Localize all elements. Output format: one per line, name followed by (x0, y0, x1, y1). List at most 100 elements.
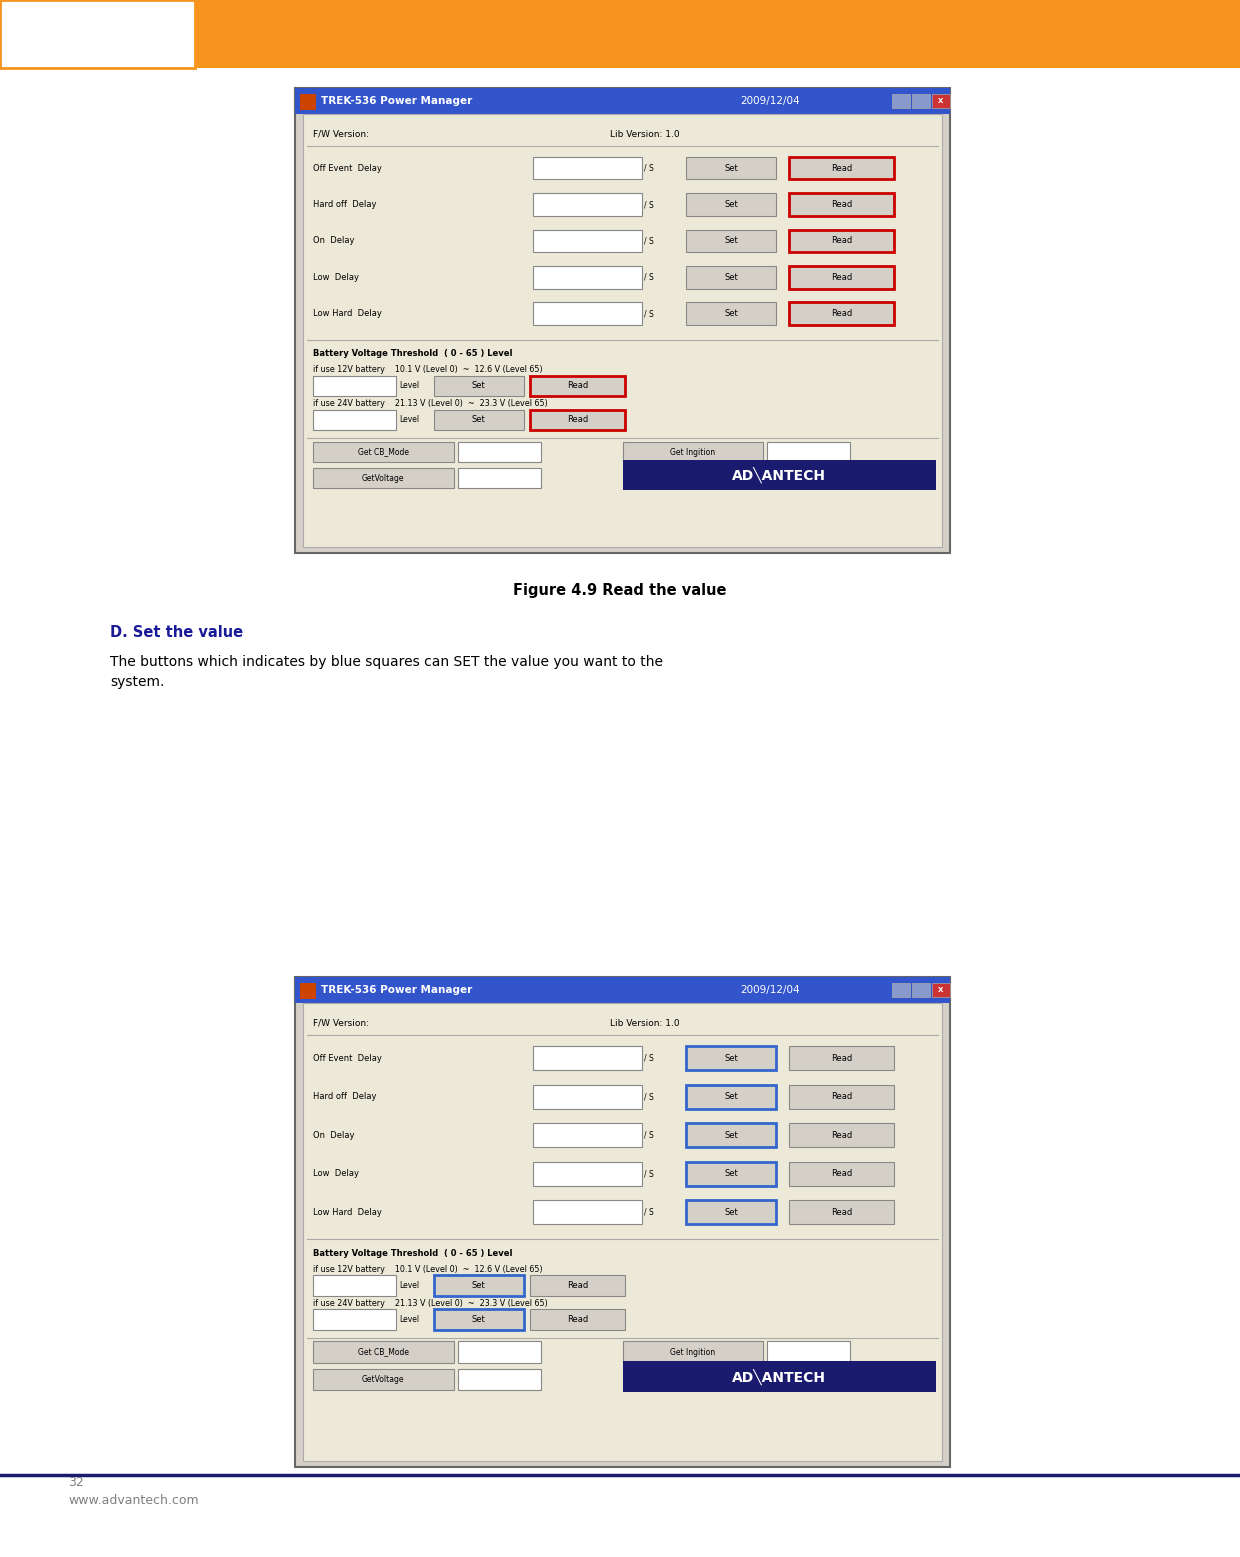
Bar (687, 229, 776, 252)
Bar (687, 1085, 776, 1109)
Bar (789, 266, 894, 288)
Text: 2009/12/04: 2009/12/04 (740, 986, 800, 995)
Text: / S: / S (644, 199, 653, 209)
Text: 32: 32 (68, 1476, 84, 1488)
Text: Set: Set (724, 1169, 738, 1179)
Text: Level: Level (399, 1281, 419, 1289)
Text: Set: Set (724, 1091, 738, 1101)
Bar (789, 229, 894, 252)
Text: Set: Set (724, 310, 738, 318)
Text: Hard off  Delay: Hard off Delay (312, 1091, 377, 1101)
Bar (911, 982, 930, 996)
Text: Read: Read (831, 1054, 852, 1063)
Text: Low Hard  Delay: Low Hard Delay (312, 1208, 382, 1216)
Bar (533, 193, 641, 216)
Text: if use 24V battery    21.13 V (Level 0)  ~  23.3 V (Level 65): if use 24V battery 21.13 V (Level 0) ~ 2… (312, 399, 548, 408)
Text: Read: Read (567, 1314, 588, 1323)
Text: Battery Voltage Threshold  ( 0 - 65 ) Level: Battery Voltage Threshold ( 0 - 65 ) Lev… (312, 1249, 512, 1258)
Bar (295, 89, 950, 553)
Bar (300, 982, 316, 1000)
Bar (434, 409, 523, 430)
Bar (622, 1342, 763, 1362)
Bar (312, 1369, 454, 1390)
Bar (295, 89, 950, 114)
Text: Set: Set (724, 1130, 738, 1140)
Text: Read: Read (831, 199, 852, 209)
Text: AD╲ANTECH: AD╲ANTECH (733, 1369, 826, 1384)
Bar (533, 302, 641, 325)
Text: / S: / S (644, 237, 653, 246)
Bar (295, 976, 950, 1467)
Text: Low  Delay: Low Delay (312, 1169, 360, 1179)
Text: / S: / S (644, 1169, 653, 1179)
Text: if use 12V battery    10.1 V (Level 0)  ~  12.6 V (Level 65): if use 12V battery 10.1 V (Level 0) ~ 12… (312, 1264, 543, 1274)
Bar (533, 1123, 641, 1148)
Text: Level: Level (399, 416, 419, 425)
Text: Read: Read (567, 1281, 588, 1289)
Bar (789, 1123, 894, 1148)
Text: Get CB_Mode: Get CB_Mode (358, 447, 409, 456)
Bar (687, 157, 776, 179)
Text: Get CB_Mode: Get CB_Mode (358, 1348, 409, 1356)
Text: Lib Version: 1.0: Lib Version: 1.0 (610, 129, 680, 139)
Bar (622, 1361, 936, 1392)
Bar (312, 1275, 396, 1295)
Text: Hard off  Delay: Hard off Delay (312, 199, 377, 209)
Bar (458, 1342, 541, 1362)
Text: / S: / S (644, 1054, 653, 1063)
Bar (687, 193, 776, 216)
Bar (911, 93, 930, 107)
Bar (932, 982, 950, 996)
Bar (533, 157, 641, 179)
Bar (295, 976, 950, 1003)
Bar (458, 469, 541, 489)
Bar (687, 1046, 776, 1070)
Text: X: X (939, 98, 944, 104)
Bar (687, 1162, 776, 1185)
Bar (789, 157, 894, 179)
Text: Low  Delay: Low Delay (312, 272, 360, 282)
Bar (0, 0, 1240, 69)
Text: Read: Read (831, 310, 852, 318)
Bar (434, 1275, 523, 1295)
Text: Set: Set (724, 163, 738, 173)
Bar (529, 375, 625, 395)
Bar (789, 1200, 894, 1224)
Text: Set: Set (472, 1281, 486, 1289)
Text: Read: Read (831, 1169, 852, 1179)
Bar (892, 93, 910, 107)
Bar (312, 469, 454, 489)
Text: Set: Set (472, 416, 486, 425)
Text: Level: Level (399, 381, 419, 391)
Bar (687, 302, 776, 325)
Text: Read: Read (831, 1091, 852, 1101)
Text: Get Ingition: Get Ingition (671, 447, 715, 456)
Text: Off Event  Delay: Off Event Delay (312, 1054, 382, 1063)
Text: Set: Set (472, 381, 486, 391)
Bar (300, 93, 316, 111)
Text: GetVoltage: GetVoltage (362, 1375, 404, 1384)
Text: Set: Set (472, 1314, 486, 1323)
Bar (932, 93, 950, 107)
Bar (458, 442, 541, 462)
Bar (687, 1200, 776, 1224)
Text: 2009/12/04: 2009/12/04 (740, 97, 800, 106)
Text: Set: Set (724, 237, 738, 246)
Bar (789, 1162, 894, 1185)
Text: AD╲ANTECH: AD╲ANTECH (733, 467, 826, 484)
Text: / S: / S (644, 163, 653, 173)
Text: The buttons which indicates by blue squares can SET the value you want to the
sy: The buttons which indicates by blue squa… (110, 655, 663, 688)
Bar (687, 1123, 776, 1148)
Text: Read: Read (831, 163, 852, 173)
Bar (687, 266, 776, 288)
Bar (529, 1275, 625, 1295)
Bar (529, 1308, 625, 1330)
Text: Level: Level (399, 1314, 419, 1323)
Bar (789, 302, 894, 325)
Bar (768, 442, 851, 462)
Text: On  Delay: On Delay (312, 1130, 355, 1140)
Text: F/W Version:: F/W Version: (312, 1018, 370, 1028)
Text: D. Set the value: D. Set the value (110, 624, 243, 640)
Text: if use 24V battery    21.13 V (Level 0)  ~  23.3 V (Level 65): if use 24V battery 21.13 V (Level 0) ~ 2… (312, 1299, 548, 1308)
Bar (434, 1308, 523, 1330)
